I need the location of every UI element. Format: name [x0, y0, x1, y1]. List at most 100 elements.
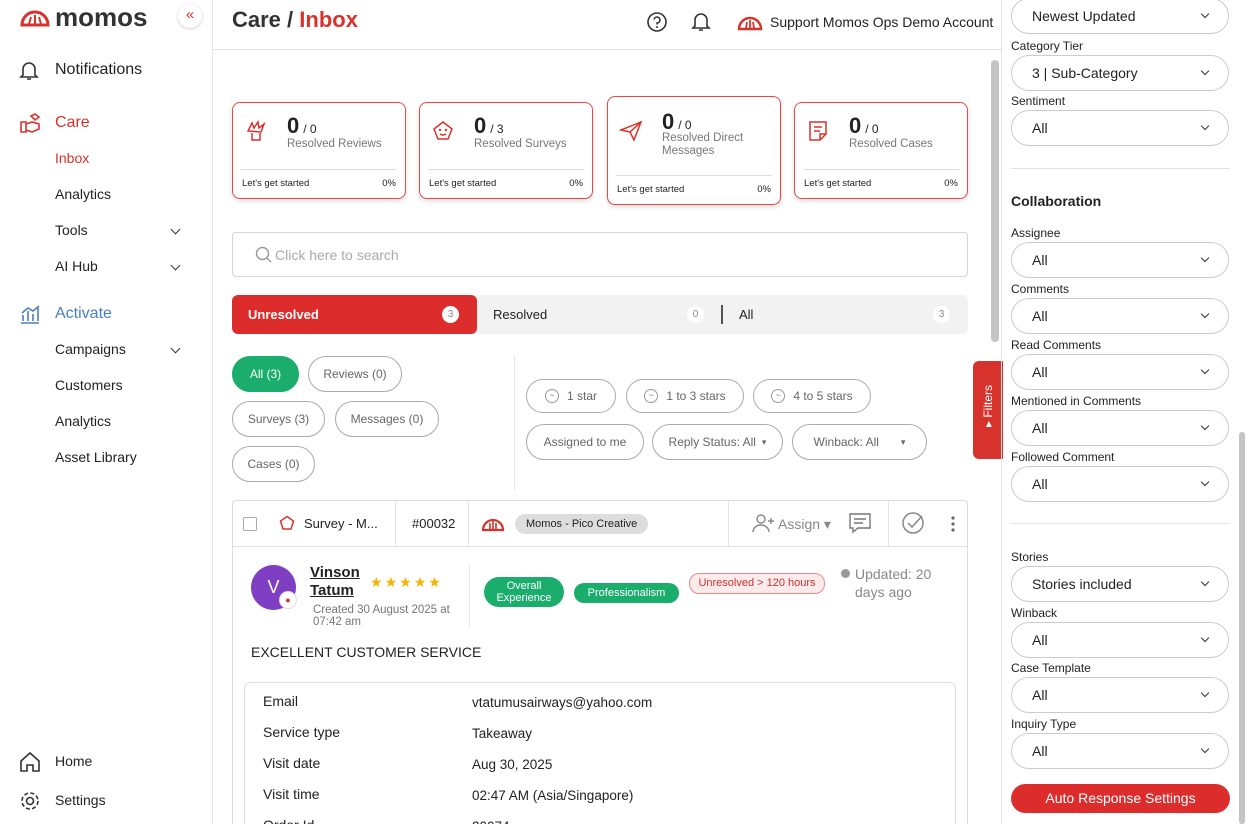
status-tag: Unresolved > 120 hours	[689, 573, 825, 594]
nav-item[interactable]: Inbox	[55, 150, 90, 166]
stat-card[interactable]: 0/ 0 Resolved Reviews Let's get started 0%	[232, 102, 406, 199]
nav-item[interactable]: Settings	[55, 792, 106, 808]
stat-divider	[241, 169, 397, 170]
tag: Overall Experience	[484, 577, 564, 607]
star: ★	[413, 574, 427, 590]
nav-item[interactable]: Campaigns	[55, 341, 126, 357]
panel-divider	[1011, 523, 1230, 524]
stat-card[interactable]: 0/ 0 Resolved Direct Messages Let's get st…	[607, 96, 781, 205]
account-name[interactable]: Support Momos Ops Demo Account	[770, 14, 994, 30]
nav-item[interactable]: AI Hub	[55, 258, 98, 274]
stat-card[interactable]: 0/ 3 Resolved Surveys Let's get started 0%	[419, 102, 593, 199]
collapse-button[interactable]: «	[178, 4, 202, 28]
comment-icon[interactable]	[848, 512, 872, 534]
rating-filter-chip[interactable]: ~1 star	[526, 379, 616, 413]
nav-item[interactable]: Home	[55, 753, 93, 769]
filters-tab[interactable]: ▸ Filters	[973, 361, 1003, 459]
dropdown[interactable]: All	[1011, 242, 1229, 278]
resolve-icon[interactable]	[901, 511, 925, 535]
rating-filter-chip[interactable]: ~4 to 5 stars	[753, 379, 871, 413]
dropdown[interactable]: All	[1011, 298, 1229, 334]
nav-item[interactable]: Activate	[55, 305, 112, 322]
status-tab[interactable]: All 3	[723, 295, 968, 334]
dropdown[interactable]: All	[1011, 466, 1229, 502]
type-filter-chip[interactable]: All (3)	[232, 356, 299, 392]
field-label: Comments	[1011, 282, 1070, 296]
auto-response-button[interactable]: Auto Response Settings	[1011, 784, 1230, 813]
sidebar: momos « Notifications Care Inbox Analytics T…	[0, 0, 213, 824]
dropdown[interactable]: All	[1011, 354, 1229, 390]
dropdown[interactable]: All	[1011, 110, 1229, 146]
nav-item[interactable]: Care	[55, 114, 90, 131]
chevron	[1200, 688, 1210, 698]
nav-item[interactable]: Analytics	[55, 186, 112, 202]
dropdown[interactable]: All	[1011, 622, 1229, 658]
chevron	[1200, 477, 1210, 487]
dropdown-value: All	[1032, 632, 1048, 648]
notification-icon[interactable]	[691, 11, 711, 33]
field-label: Read Comments	[1011, 338, 1102, 352]
star: ★	[428, 574, 441, 590]
tag: Professionalism	[574, 583, 679, 603]
survey-icon	[279, 515, 295, 530]
stat-label: Resolved Cases	[849, 138, 933, 150]
care-icon	[20, 113, 41, 133]
chevron	[170, 343, 181, 354]
help-icon[interactable]	[646, 11, 668, 33]
dropdown-value: All	[1032, 687, 1048, 703]
nav-item[interactable]: Customers	[55, 377, 123, 393]
nav-item[interactable]: Asset Library	[55, 449, 137, 465]
dropdown[interactable]: All	[1011, 410, 1229, 446]
filter-chip[interactable]: Reply Status: All ▾	[652, 424, 783, 460]
dropdown-value: 3 | Sub-Category	[1032, 65, 1138, 81]
stat-divider	[616, 175, 772, 176]
field-label: Stories	[1011, 550, 1049, 564]
dropdown[interactable]: Newest Updated	[1011, 0, 1229, 34]
filter-chip[interactable]: Winback: All ▾	[792, 424, 927, 460]
more-icon[interactable]	[949, 515, 957, 533]
count: 0	[287, 113, 300, 138]
stat-percent: 0%	[757, 184, 771, 195]
field-label: Assignee	[1011, 226, 1061, 240]
headline: EXCELLENT CUSTOMER SERVICE	[251, 644, 482, 660]
nav-item[interactable]: Analytics	[55, 413, 112, 429]
conversation-card[interactable]: Survey - M... #00032 Momos - Pico Creati…	[232, 500, 968, 824]
field-label: Inquiry Type	[1011, 717, 1077, 731]
type-filter-chip[interactable]: Messages (0)	[335, 401, 439, 437]
stat-footer: Let's get started	[429, 178, 497, 189]
detail-value: 02:47 AM (Asia/Singapore)	[472, 788, 634, 803]
checkbox[interactable]	[243, 517, 257, 531]
assign-button[interactable]: Assign ▾	[778, 516, 831, 532]
dropdown[interactable]: Stories included	[1011, 566, 1229, 602]
type-filter-chip[interactable]: Surveys (3)	[232, 401, 325, 437]
nav-item[interactable]: Tools	[55, 222, 88, 238]
status-tab[interactable]: Resolved 0	[477, 295, 722, 334]
field-label: Mentioned in Comments	[1011, 394, 1142, 408]
dropdown-value: All	[1032, 743, 1048, 759]
dropdown[interactable]: All	[1011, 677, 1229, 713]
filters-tab-text: Filters	[981, 384, 995, 418]
filter-chip[interactable]: Assigned to me	[526, 424, 644, 460]
chevron	[1200, 9, 1210, 19]
stat-card[interactable]: 0/ 0 Resolved Cases Let's get started 0%	[794, 102, 968, 199]
face-icon: ~	[544, 389, 559, 403]
divider	[728, 501, 729, 546]
nav-item[interactable]: Notifications	[55, 61, 143, 78]
customer-name[interactable]: Vinson Tatum	[310, 564, 360, 599]
conversation-id: #00032	[412, 516, 456, 531]
chevron	[1200, 66, 1210, 76]
field-label: Winback	[1011, 606, 1058, 620]
tab-count: 3	[442, 306, 459, 323]
dropdown[interactable]: All	[1011, 733, 1229, 769]
rating-filter-chip[interactable]: ~1 to 3 stars	[626, 379, 744, 413]
type-filter-chip[interactable]: Reviews (0)	[308, 356, 402, 392]
search-placeholder: Click here to search	[275, 247, 399, 263]
dropdown[interactable]: 3 | Sub-Category	[1011, 55, 1229, 91]
type-filter-chip[interactable]: Cases (0)	[232, 446, 315, 482]
status-tab[interactable]: Unresolved 3	[232, 295, 477, 334]
search-box[interactable]: Click here to search	[232, 232, 968, 277]
tab-label: Resolved	[493, 307, 548, 322]
breadcrumb-current: Inbox	[299, 7, 358, 32]
detail-value: Aug 30, 2025	[472, 757, 553, 772]
